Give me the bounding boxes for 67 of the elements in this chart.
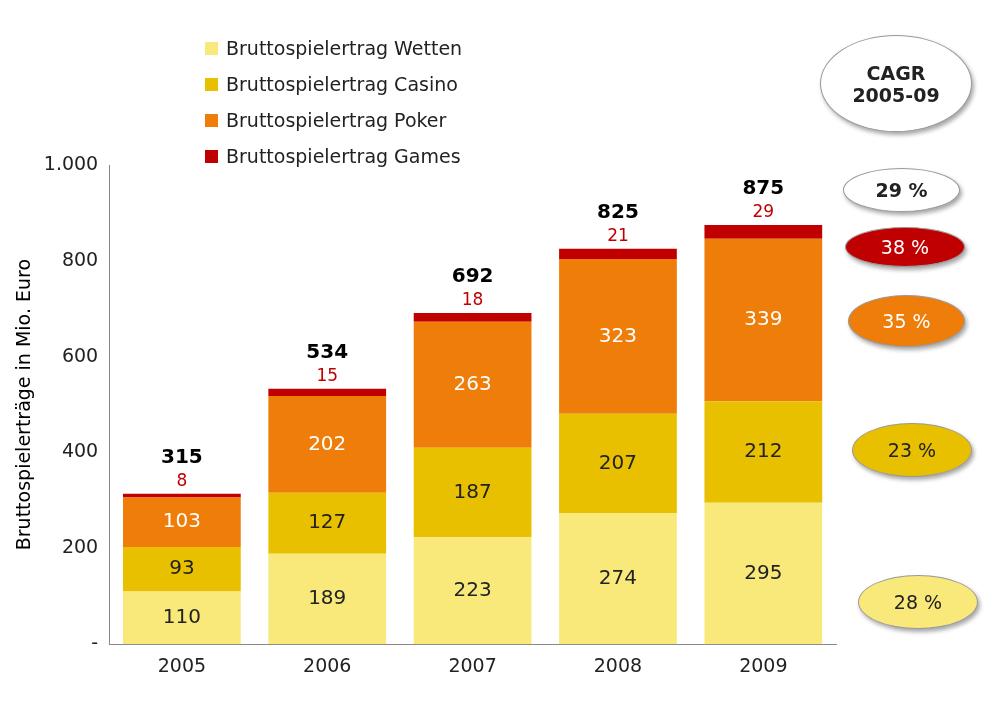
bar [559, 248, 677, 259]
legend-label: Bruttospielertrag Poker [226, 109, 447, 131]
data-label: 212 [744, 438, 783, 463]
bar [559, 413, 677, 513]
data-label: 202 [308, 430, 347, 455]
bar [413, 313, 532, 322]
oval-badge: 28 % [858, 575, 978, 629]
total-label: 692 [451, 263, 494, 288]
data-label: 110 [162, 604, 201, 629]
bar [413, 447, 532, 538]
data-label: 274 [598, 564, 638, 589]
y-axis-title: Bruttospielerträge in Mio. Euro [12, 258, 35, 551]
total-label: 315 [161, 443, 203, 468]
y-tick-label: 400 [61, 439, 99, 462]
data-label: 263 [453, 370, 492, 395]
data-label: 8 [176, 470, 188, 491]
bar [123, 591, 241, 645]
total-label: 825 [597, 199, 639, 224]
bar [268, 395, 387, 493]
bar [559, 512, 677, 645]
y-tick-label: 200 [61, 535, 99, 558]
data-label: 21 [607, 225, 629, 246]
oval-badge: 23 % [852, 423, 972, 477]
x-tick-label: 2009 [739, 653, 788, 676]
bar [704, 224, 823, 239]
data-label: 15 [316, 365, 339, 386]
legend-label: Bruttospielertrag Wetten [226, 37, 463, 59]
data-label: 207 [598, 449, 638, 474]
data-label: 295 [744, 559, 783, 584]
oval-badge: 35 % [848, 295, 965, 347]
bar [559, 258, 677, 414]
bar [268, 388, 387, 396]
bar [268, 492, 387, 554]
bar [704, 238, 823, 402]
bar [123, 497, 241, 547]
data-label: 189 [308, 585, 347, 610]
oval-badge: 29 % [843, 168, 960, 212]
y-tick-label: 600 [61, 343, 99, 366]
legend-label: Bruttospielertrag Casino [226, 73, 458, 95]
oval-badge: 38 % [845, 227, 965, 267]
bar [704, 502, 823, 645]
oval-badge: CAGR 2005-09 [820, 35, 972, 132]
data-label: 323 [598, 322, 638, 347]
x-tick-label: 2005 [157, 653, 207, 676]
bar [123, 493, 241, 498]
data-label: 103 [162, 508, 201, 533]
total-label: 534 [306, 338, 349, 363]
bar [268, 553, 387, 645]
y-tick-label: 1.000 [43, 151, 99, 174]
data-label: 223 [453, 576, 492, 601]
data-label: 127 [308, 509, 347, 534]
x-tick-label: 2007 [448, 653, 497, 676]
bar [704, 401, 823, 503]
data-label: 18 [461, 289, 484, 310]
legend-label: Bruttospielertrag Games [226, 145, 461, 167]
data-label: 339 [744, 306, 783, 331]
bar [413, 537, 532, 645]
data-label: 93 [169, 555, 195, 580]
bar [413, 321, 532, 448]
total-label: 875 [742, 175, 785, 200]
data-label: 187 [453, 478, 492, 503]
x-tick-label: 2006 [303, 653, 352, 676]
x-tick-label: 2008 [593, 653, 643, 676]
y-tick-label: - [91, 631, 99, 654]
y-tick-label: 800 [61, 247, 99, 270]
data-label: 29 [752, 201, 775, 222]
bar [123, 546, 241, 592]
